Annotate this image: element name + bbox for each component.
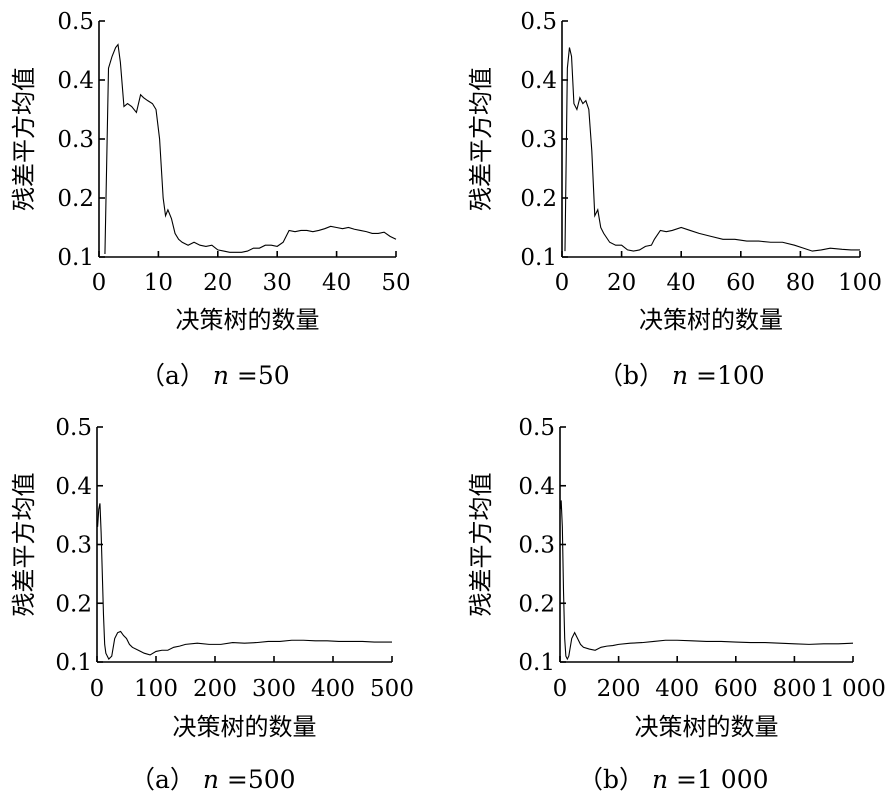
y-tick-label: 0.4	[55, 474, 92, 500]
x-tick-label: 0	[553, 676, 568, 702]
panel-caption: （b） n =100	[598, 361, 765, 390]
panel-caption: （a） n =500	[130, 765, 296, 794]
x-tick-label: 40	[667, 270, 696, 296]
x-tick-label: 30	[263, 270, 292, 296]
x-axis-label: 决策树的数量	[635, 713, 779, 741]
x-axis-label: 决策树的数量	[176, 306, 320, 334]
y-tick-label: 0.3	[57, 127, 94, 153]
x-tick-label: 50	[381, 270, 410, 296]
y-tick-label: 0.1	[55, 650, 92, 676]
x-tick-label: 500	[370, 676, 414, 702]
y-tick-label: 0.4	[57, 68, 94, 94]
chart-panel-b-n1000: 0.1 0.2 0.3 0.4 0.5 0 200 400 600 800 1 000 残差平方均值决…	[467, 415, 886, 794]
x-axis-label: 决策树的数量	[173, 713, 317, 741]
y-axis-label: 残差平方均值	[467, 67, 495, 211]
y-tick-label: 0.1	[518, 650, 555, 676]
x-tick-label: 10	[144, 270, 173, 296]
x-tick-label: 0	[92, 270, 107, 296]
series-line	[97, 503, 392, 660]
y-tick-label: 0.5	[57, 9, 94, 35]
chart-panel-a-n500: 0.1 0.2 0.3 0.4 0.5 0 100 200 300 400 500 残差平方均值决策树…	[10, 415, 414, 794]
y-axis-label: 残差平方均值	[10, 67, 38, 211]
panel-caption: （b） n =1 000	[578, 765, 769, 794]
x-tick-label: 20	[203, 270, 232, 296]
y-tick-label: 0.2	[55, 591, 92, 617]
y-tick-label: 0.5	[518, 415, 555, 441]
x-tick-label: 100	[838, 270, 882, 296]
x-tick-label: 100	[134, 676, 178, 702]
x-tick-label: 400	[655, 676, 699, 702]
x-tick-label: 60	[726, 270, 755, 296]
x-tick-label: 200	[193, 676, 237, 702]
y-tick-label: 0.4	[518, 474, 555, 500]
x-tick-label: 800	[772, 676, 816, 702]
y-tick-label: 0.3	[520, 127, 557, 153]
series-line	[564, 47, 860, 252]
x-tick-label: 400	[311, 676, 355, 702]
x-axis-label: 决策树的数量	[639, 306, 783, 334]
y-tick-label: 0.5	[55, 415, 92, 441]
y-tick-label: 0.3	[518, 533, 555, 559]
x-tick-label: 0	[555, 270, 570, 296]
y-tick-label: 0.1	[520, 245, 557, 271]
y-axis-label: 残差平方均值	[467, 473, 495, 617]
y-tick-label: 0.2	[518, 591, 555, 617]
panel-caption: （a） n =50	[140, 361, 290, 390]
y-tick-label: 0.3	[55, 533, 92, 559]
y-tick-label: 0.1	[57, 245, 94, 271]
y-tick-label: 0.2	[57, 186, 94, 212]
series-line	[104, 43, 397, 255]
y-tick-label: 0.2	[520, 186, 557, 212]
y-tick-label: 0.5	[520, 9, 557, 35]
x-tick-label: 20	[607, 270, 636, 296]
x-tick-label: 200	[597, 676, 641, 702]
x-tick-label: 80	[786, 270, 815, 296]
y-axis-label: 残差平方均值	[10, 473, 38, 617]
x-tick-label: 600	[714, 676, 758, 702]
x-tick-label: 40	[322, 270, 351, 296]
x-tick-label: 0	[90, 676, 105, 702]
x-tick-label: 1 000	[820, 676, 886, 702]
x-tick-label: 300	[252, 676, 296, 702]
y-tick-label: 0.4	[520, 68, 557, 94]
series-line	[559, 500, 854, 661]
